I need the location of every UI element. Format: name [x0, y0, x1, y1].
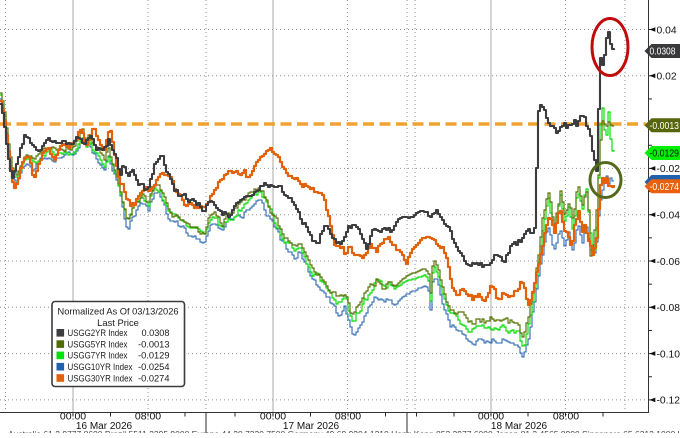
svg-text:0.04: 0.04	[657, 25, 677, 36]
svg-text:Normalized As Of 03/13/2026: Normalized As Of 03/13/2026	[58, 306, 179, 317]
svg-text:-0.0254: -0.0254	[138, 362, 170, 372]
svg-text:-0.0013: -0.0013	[138, 339, 170, 349]
svg-text:-0.02: -0.02	[657, 164, 680, 175]
svg-text:Last Price: Last Price	[97, 317, 139, 328]
svg-text:-0.0129: -0.0129	[650, 149, 680, 160]
svg-text:-0.08: -0.08	[657, 303, 680, 314]
svg-text:USGG30YR Index: USGG30YR Index	[68, 373, 133, 383]
svg-text:-0.06: -0.06	[657, 257, 680, 268]
svg-text:USGG2YR Index: USGG2YR Index	[68, 328, 128, 338]
svg-text:-0.10: -0.10	[657, 349, 680, 360]
svg-text:-0.04: -0.04	[657, 211, 680, 222]
svg-text:0.0308: 0.0308	[650, 47, 676, 58]
svg-text:-0.0013: -0.0013	[650, 121, 680, 132]
svg-text:-0.0274: -0.0274	[650, 182, 680, 193]
svg-text:-0.12: -0.12	[657, 396, 680, 407]
svg-text:08:00: 08:00	[553, 411, 579, 423]
svg-text:-0.0129: -0.0129	[138, 351, 170, 361]
svg-text:USGG10YR Index: USGG10YR Index	[68, 362, 133, 372]
svg-text:-0.0274: -0.0274	[138, 373, 170, 383]
svg-text:Australia 61 2 9777 8600 Brazi: Australia 61 2 9777 8600 Brazil 5511 239…	[8, 429, 680, 433]
svg-text:0.0308: 0.0308	[142, 328, 170, 338]
svg-text:08:00: 08:00	[135, 411, 161, 423]
svg-text:USGG5YR Index: USGG5YR Index	[68, 339, 128, 349]
svg-text:0.02: 0.02	[657, 72, 677, 83]
svg-text:USGG7YR Index: USGG7YR Index	[68, 351, 128, 361]
